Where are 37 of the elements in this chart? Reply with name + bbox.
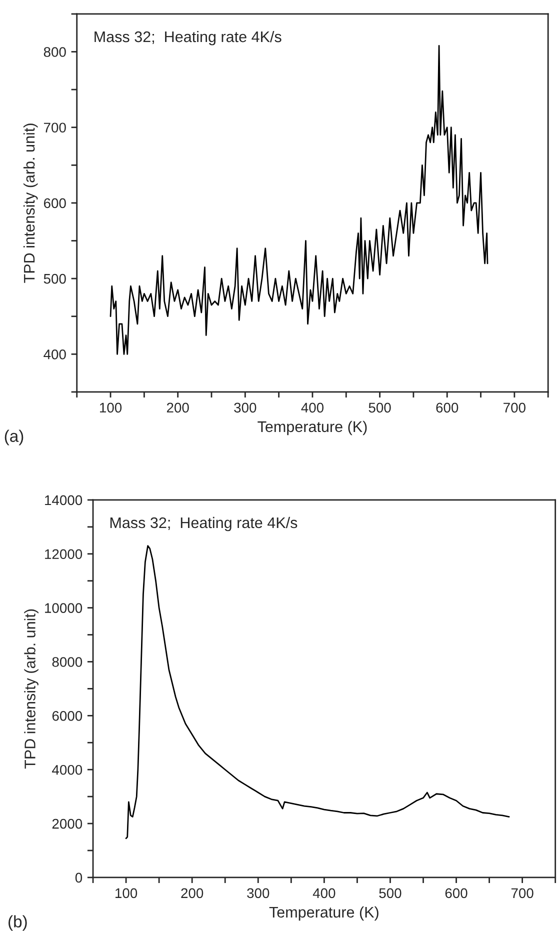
x-axis-title: Temperature (K)	[269, 906, 378, 921]
annotation: Mass 32; Heating rate 4K/s	[110, 516, 298, 532]
text: (a)	[4, 430, 24, 446]
y-tick-label: 12000	[45, 549, 82, 560]
y-tick-label: 800	[44, 47, 66, 57]
y-tick-label: 700	[44, 122, 66, 133]
x-tick-label: 200	[166, 402, 189, 413]
x-tick-label: 500	[379, 888, 402, 898]
x-tick-label: 300	[234, 402, 256, 413]
y-tick-label: 400	[44, 349, 66, 360]
y-tick-label: 14000	[45, 495, 82, 506]
y-tick-label: 10000	[45, 603, 82, 613]
x-tick-label: 600	[445, 888, 468, 898]
x-tick-label: 400	[312, 888, 336, 898]
x-tick-label: 100	[100, 402, 122, 413]
y-tick-label: 2000	[52, 818, 82, 829]
x-tick-label: 100	[116, 888, 138, 898]
y-tick-label: 500	[44, 274, 66, 284]
x-tick-label: 300	[247, 888, 270, 898]
text: (b)	[8, 915, 27, 931]
y-tick-label: 600	[44, 198, 66, 208]
line-series	[125, 545, 510, 840]
line-series	[110, 45, 488, 355]
y-tick-label: 8000	[52, 657, 82, 667]
x-tick-label: 200	[181, 888, 204, 898]
x-tick-label: 700	[511, 888, 534, 898]
annotation: Mass 32; Heating rate 4K/s	[94, 30, 282, 46]
x-tick-label: 400	[301, 402, 324, 413]
y-tick-label: 4000	[52, 764, 82, 775]
x-tick-label: 700	[504, 402, 526, 413]
x-tick-label: 500	[368, 402, 391, 413]
x-axis-title: Temperature (K)	[258, 420, 367, 436]
y-axis-title: TPD intensity (arb. unit)	[24, 609, 38, 769]
x-tick-label: 600	[436, 402, 458, 413]
y-axis-title: TPD intensity (arb. unit)	[23, 124, 38, 283]
y-tick-label: 6000	[52, 711, 82, 721]
y-tick-label: 0	[75, 872, 82, 883]
